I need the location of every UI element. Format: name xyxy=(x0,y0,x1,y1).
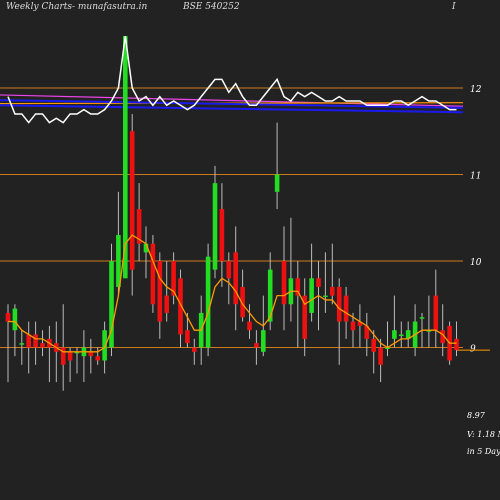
y-tick-label: 12 xyxy=(470,85,482,95)
candle-body xyxy=(136,209,142,244)
candle-body xyxy=(12,308,18,331)
candle-body xyxy=(219,209,225,261)
candle-body xyxy=(150,243,156,305)
volume-text: V: 1.18 M xyxy=(467,430,500,439)
candle-body xyxy=(343,295,349,322)
y-tick-label: 9 xyxy=(470,345,476,355)
y-tick-label: 11 xyxy=(470,172,481,182)
candle-body xyxy=(164,295,169,313)
candle-body xyxy=(5,312,11,322)
candle-body xyxy=(192,347,197,352)
candle-body xyxy=(336,286,342,322)
candle-body xyxy=(95,356,100,361)
candle-body xyxy=(350,321,356,331)
candle-body xyxy=(157,261,163,322)
candle-body xyxy=(88,351,94,357)
site-name: - munafasutra.in xyxy=(72,2,148,12)
candle-body xyxy=(60,347,66,365)
candle-body xyxy=(267,269,273,322)
candle-body xyxy=(247,321,252,331)
candle-body xyxy=(240,286,245,318)
candle-body xyxy=(185,330,190,344)
candle-body xyxy=(212,183,218,270)
candle-body xyxy=(171,261,176,296)
candle-body xyxy=(40,343,45,348)
candle-body xyxy=(254,343,259,348)
candle-body xyxy=(178,278,183,335)
candle-body xyxy=(129,131,135,270)
candle-body xyxy=(433,295,439,331)
candle-body xyxy=(399,334,404,337)
candle-body xyxy=(378,347,383,365)
candle-body xyxy=(440,330,445,344)
candle-body xyxy=(67,351,73,361)
candle-body xyxy=(261,330,266,352)
candle-body xyxy=(371,338,376,352)
candle-body xyxy=(454,338,459,351)
period-text: in 5 Days xyxy=(467,447,500,456)
candle-body xyxy=(295,278,301,296)
candle-body xyxy=(281,261,287,305)
candle-body xyxy=(109,261,114,348)
candle-body xyxy=(123,36,128,279)
band-line xyxy=(0,99,464,109)
candle-body xyxy=(274,174,280,192)
candle-body xyxy=(316,278,321,287)
y-tick-label: 10 xyxy=(470,258,482,268)
candle-body xyxy=(226,261,232,279)
candle-body xyxy=(357,321,363,326)
chart-title: Weekly Charts xyxy=(6,2,73,12)
candle-body xyxy=(330,286,335,296)
candle-body xyxy=(364,325,370,339)
candle-body xyxy=(419,317,425,319)
candle-body xyxy=(33,334,38,348)
candle-body xyxy=(74,351,80,354)
candle-body xyxy=(309,278,314,313)
candle-body xyxy=(323,295,328,298)
ema-line xyxy=(8,234,457,353)
corner-label: I xyxy=(452,2,456,12)
band-line xyxy=(0,104,464,114)
candle-body xyxy=(19,343,25,345)
last-price: 8.97 xyxy=(467,411,485,420)
candle-body xyxy=(302,295,307,339)
candle-body xyxy=(426,330,432,332)
candle-body xyxy=(116,235,121,287)
candle-body xyxy=(233,252,238,305)
candle-body xyxy=(205,256,211,348)
candle-body xyxy=(405,330,411,339)
candle-body xyxy=(102,330,107,361)
symbol-label: BSE 540252 xyxy=(183,2,240,12)
candle-body xyxy=(143,243,149,253)
rsi-line xyxy=(7,36,457,124)
candle-body xyxy=(392,330,397,339)
band-line xyxy=(0,94,464,107)
candle-body xyxy=(26,334,31,348)
